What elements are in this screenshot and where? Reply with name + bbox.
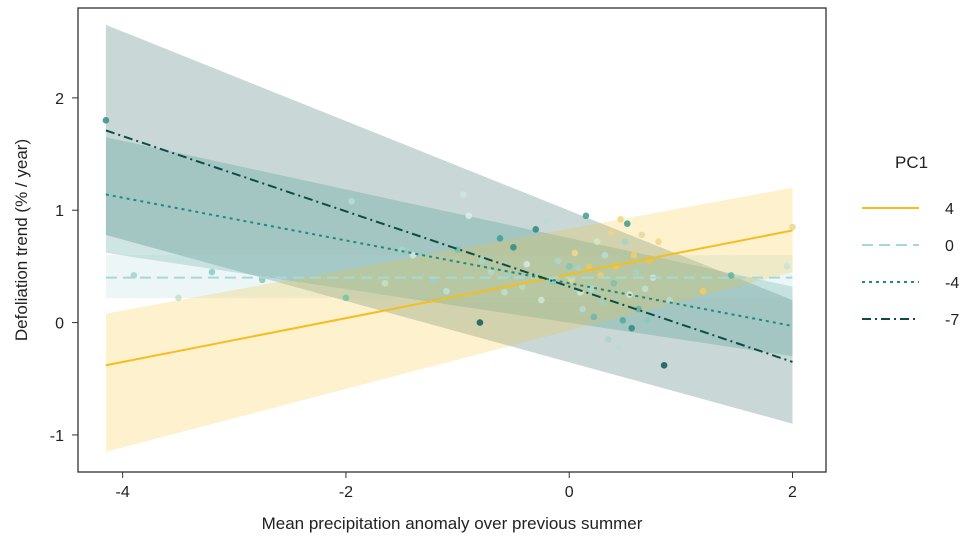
data-point	[783, 263, 791, 270]
data-point	[635, 305, 642, 313]
y-tick-label: -1	[50, 428, 64, 445]
legend-title: PC1	[895, 153, 928, 172]
x-tick-label: 2	[788, 484, 797, 501]
data-point	[571, 249, 579, 257]
data-point	[501, 288, 508, 296]
data-point	[487, 268, 495, 276]
data-point	[579, 305, 586, 313]
data-point	[102, 117, 110, 124]
data-point	[586, 263, 593, 270]
data-point	[510, 244, 517, 251]
y-tick-label: 0	[55, 316, 64, 333]
x-axis: -4 -2 0 2	[116, 472, 797, 501]
x-axis-label: Mean precipitation anomaly over previous…	[262, 514, 643, 533]
data-point	[632, 268, 640, 276]
data-point	[208, 268, 216, 276]
data-point	[476, 319, 484, 326]
data-point	[532, 226, 540, 233]
y-axis: -1 0 1 2	[50, 91, 78, 445]
data-point	[409, 251, 417, 259]
trend-line--7	[105, 129, 793, 363]
x-tick-label: -4	[116, 484, 130, 501]
data-point	[619, 317, 627, 324]
data-point	[599, 299, 607, 306]
data-point	[543, 218, 551, 225]
data-point	[348, 197, 355, 205]
data-point	[699, 287, 707, 295]
legend: PC1 4 0 -4 -7	[862, 153, 959, 329]
trend-line-4	[105, 229, 793, 367]
ci-band-4	[105, 187, 793, 452]
data-point	[443, 287, 450, 295]
legend-label: -7	[945, 312, 959, 329]
legend-label: 0	[945, 238, 954, 255]
data-point	[617, 215, 624, 223]
data-point	[582, 212, 590, 220]
plot-frame	[77, 7, 827, 473]
data-point	[644, 317, 651, 324]
confidence-bands	[105, 24, 793, 452]
data-point	[660, 361, 668, 369]
data-point	[590, 313, 598, 321]
data-point	[641, 285, 649, 293]
data-point	[496, 235, 504, 242]
data-point	[342, 294, 350, 302]
data-point	[638, 231, 646, 239]
legend-label: 4	[945, 201, 954, 218]
data-point	[601, 251, 609, 259]
legend-label: -4	[945, 275, 959, 292]
data-point	[565, 263, 573, 270]
data-point	[593, 238, 601, 245]
data-point	[478, 257, 486, 265]
data-point	[727, 272, 735, 279]
ci-band-0	[105, 255, 793, 298]
y-tick-label: 1	[55, 203, 64, 220]
legend-items: 4 0 -4 -7	[862, 201, 959, 329]
trend-lines	[105, 129, 793, 367]
data-point	[655, 238, 662, 245]
data-point	[789, 223, 796, 231]
data-point	[538, 296, 545, 304]
data-point	[615, 343, 622, 351]
data-point	[523, 260, 531, 268]
data-point	[519, 283, 526, 290]
data-point	[610, 279, 618, 287]
data-point	[574, 265, 582, 272]
data-point	[381, 279, 389, 287]
x-tick-label: -2	[339, 484, 353, 501]
data-point	[608, 229, 615, 236]
y-tick-label: 2	[55, 91, 64, 108]
data-point	[628, 324, 636, 332]
x-tick-label: 0	[565, 484, 574, 501]
trend-line--4	[105, 193, 793, 327]
data-point	[621, 238, 629, 245]
data-point	[623, 220, 631, 228]
y-axis-label: Defoliation trend (% / year)	[12, 139, 31, 341]
ci-band--7	[105, 24, 793, 424]
data-point	[465, 212, 473, 220]
data-point	[459, 191, 467, 198]
data-point	[554, 257, 562, 265]
data-point	[175, 294, 182, 302]
data-point	[630, 251, 638, 259]
data-point	[604, 336, 612, 343]
